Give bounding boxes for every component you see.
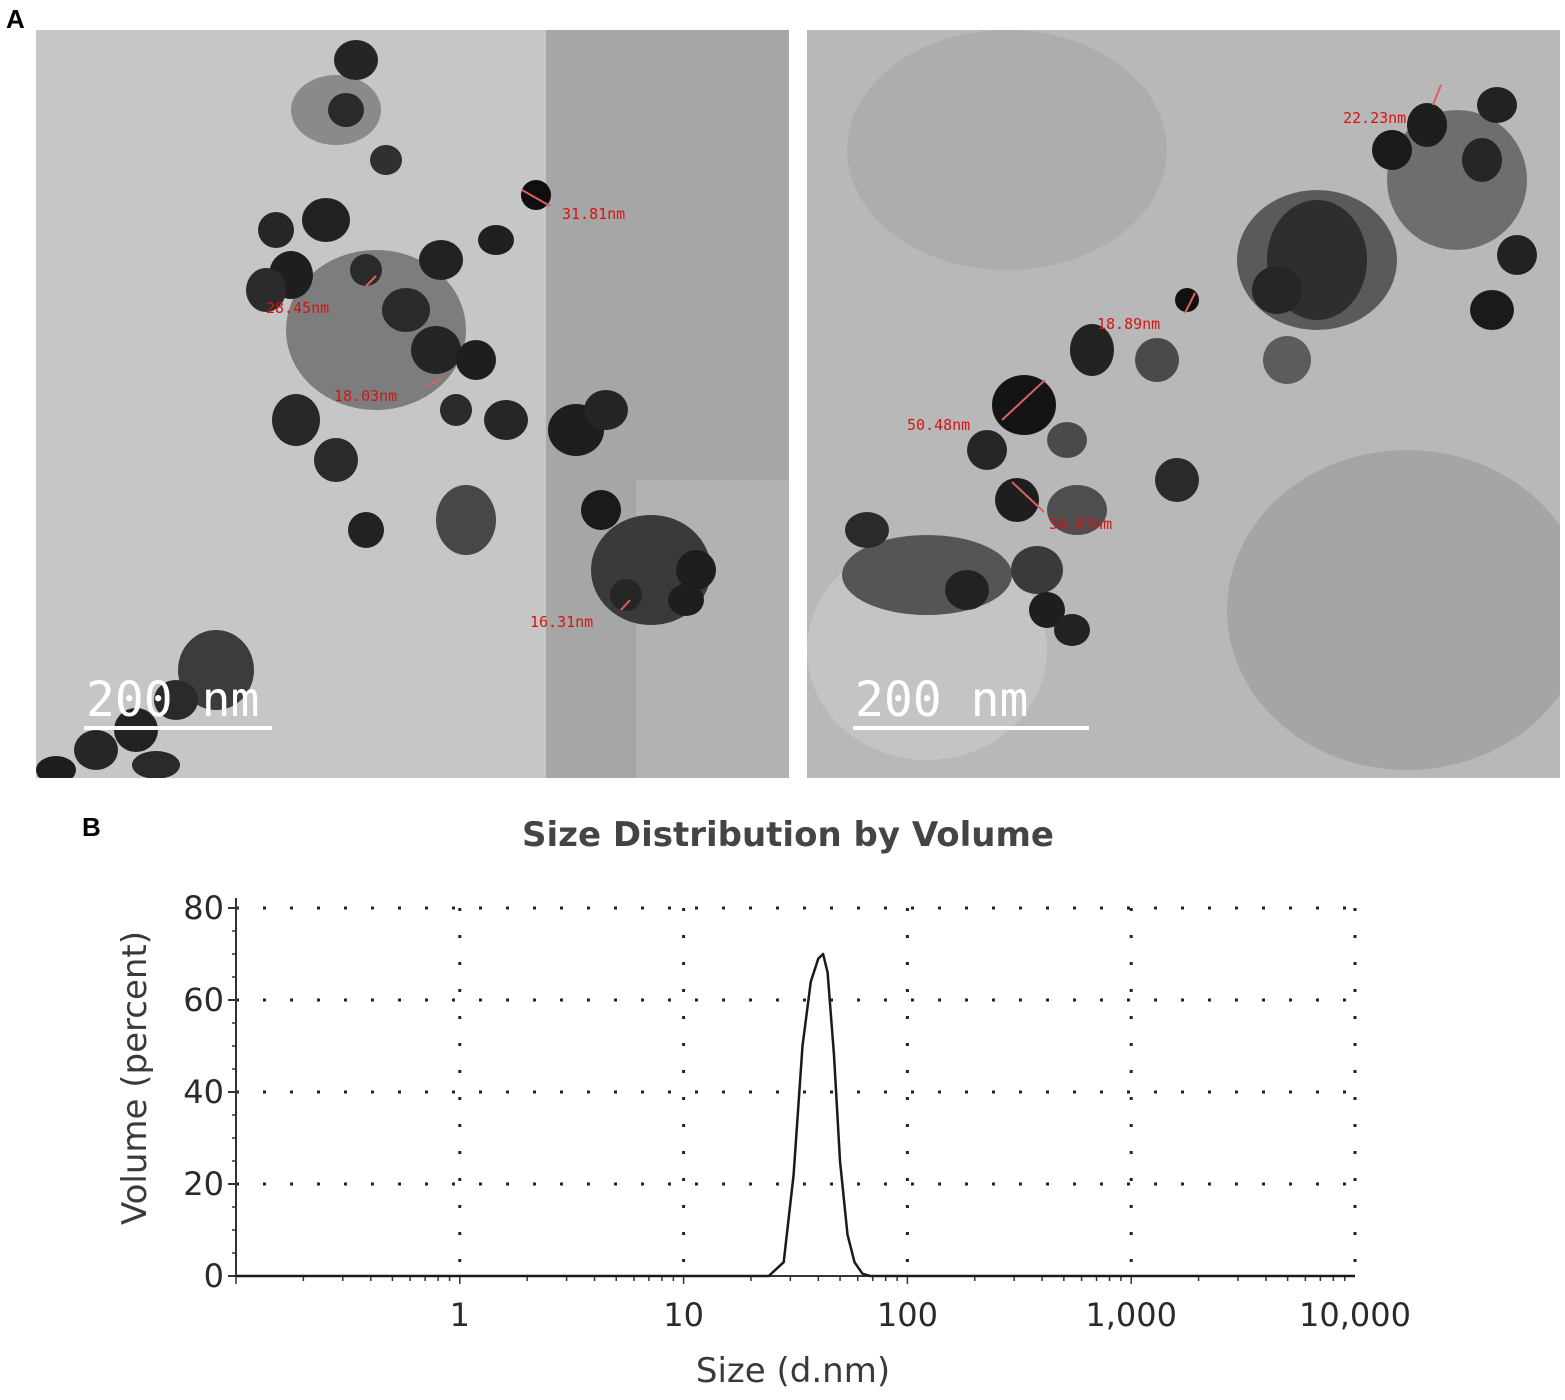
x-tick-label: 1 xyxy=(450,1296,470,1334)
measurement-label: 28.45nm xyxy=(266,299,329,317)
scale-bar xyxy=(853,726,1089,730)
panel-label-a: A xyxy=(6,4,25,34)
chart-axes xyxy=(235,898,1355,1277)
y-axis-label: Volume (percent) xyxy=(115,931,155,1225)
tem-image-left: 31.81nm 28.45nm 18.03nm 16.31nm 200 nm xyxy=(36,30,789,778)
x-tick-label: 1,000 xyxy=(1085,1296,1177,1334)
scale-bar-label: 200 nm xyxy=(855,672,1028,728)
chart-title: Size Distribution by Volume xyxy=(522,815,1054,855)
measurement-label: 18.89nm xyxy=(1097,315,1160,333)
y-tick-label: 60 xyxy=(183,981,224,1019)
scale-bar xyxy=(84,726,272,730)
x-axis-label: Size (d.nm) xyxy=(696,1351,890,1391)
y-tick-label: 40 xyxy=(183,1073,224,1111)
chart-grid xyxy=(236,906,1357,1276)
series-line xyxy=(236,952,1355,1278)
scale-bar-label: 200 nm xyxy=(86,672,259,728)
y-tick-label: 20 xyxy=(183,1165,224,1203)
measurement-label: 31.81nm xyxy=(562,205,625,223)
x-tick-label: 100 xyxy=(877,1296,938,1334)
measurement-label: 34.67nm xyxy=(1049,515,1112,533)
nanoparticle-cluster xyxy=(36,40,716,778)
size-distribution-chart: Size Distribution by Volume 0 20 40 60 80 1 10… xyxy=(115,815,1411,1391)
nanoparticle-cluster xyxy=(842,87,1537,646)
measurement-label: 18.03nm xyxy=(334,387,397,405)
x-tick-label: 10 xyxy=(663,1296,704,1334)
measurement-label: 22.23nm xyxy=(1343,109,1406,127)
y-tick-label: 80 xyxy=(183,889,224,927)
chart-series xyxy=(235,952,1356,1278)
tem-image-right: 22.23nm 18.89nm 50.48nm 34.67nm 200 nm xyxy=(807,30,1560,778)
chart-ticks: 0 20 40 60 80 1 10 100 1,000 10,000 xyxy=(183,889,1411,1334)
panel-label-b: B xyxy=(82,812,101,842)
y-tick-label: 0 xyxy=(204,1257,224,1295)
measurement-label: 50.48nm xyxy=(907,416,970,434)
measurement-label: 16.31nm xyxy=(530,613,593,631)
x-tick-label: 10,000 xyxy=(1299,1296,1411,1334)
